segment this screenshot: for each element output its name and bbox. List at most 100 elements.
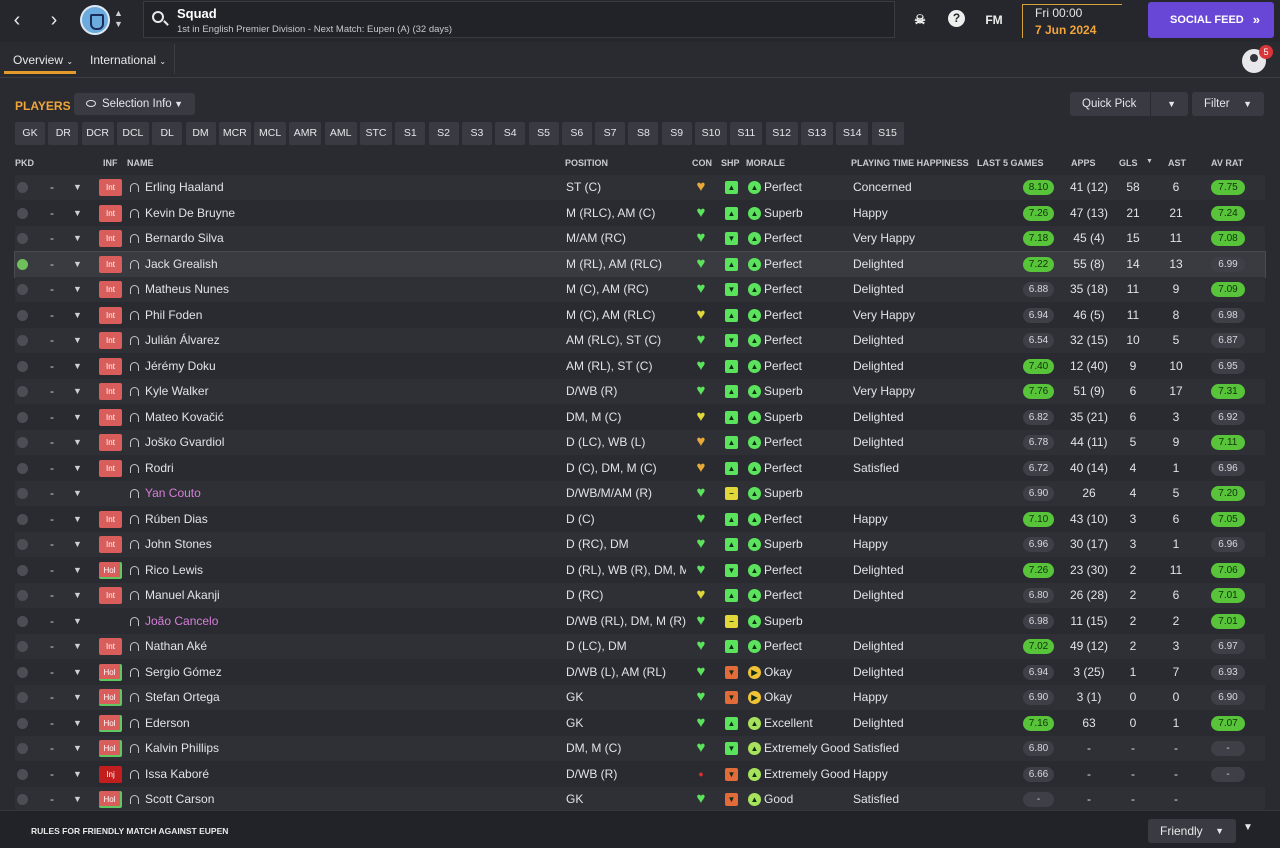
- picked-checkbox[interactable]: [17, 590, 28, 601]
- selection-placeholder[interactable]: -: [50, 282, 54, 296]
- player-name[interactable]: Ederson: [145, 715, 190, 730]
- col-morale[interactable]: MORALE: [746, 158, 785, 168]
- row-chevron-down-icon[interactable]: ▼: [73, 590, 82, 600]
- selection-placeholder[interactable]: -: [50, 639, 54, 653]
- row-chevron-down-icon[interactable]: ▼: [73, 743, 82, 753]
- player-name[interactable]: Jérémy Doku: [145, 358, 216, 373]
- col-gls[interactable]: GLS: [1119, 158, 1138, 168]
- search-box[interactable]: Squad 1st in English Premier Division - …: [143, 1, 895, 38]
- position-filter-s9[interactable]: S9: [661, 122, 692, 145]
- player-name[interactable]: Manuel Akanji: [145, 588, 220, 602]
- picked-checkbox[interactable]: [17, 207, 28, 219]
- col-ast[interactable]: AST: [1168, 158, 1186, 168]
- picked-checkbox[interactable]: [17, 692, 28, 703]
- position-filter-s4[interactable]: S4: [495, 122, 526, 145]
- social-feed-button[interactable]: SOCIAL FEED »: [1148, 2, 1274, 38]
- row-chevron-down-icon[interactable]: ▼: [73, 641, 82, 651]
- picked-checkbox[interactable]: [17, 743, 28, 754]
- position-filter-s12[interactable]: S12: [765, 122, 798, 145]
- row-chevron-down-icon[interactable]: ▼: [73, 488, 82, 498]
- row-chevron-down-icon[interactable]: ▼: [73, 717, 82, 728]
- picked-checkbox[interactable]: [17, 513, 28, 525]
- tab-international[interactable]: International ⌄: [90, 53, 167, 67]
- picked-checkbox[interactable]: [17, 411, 28, 423]
- skull-icon[interactable]: ☠: [914, 12, 926, 27]
- picked-checkbox[interactable]: [17, 386, 28, 397]
- selection-placeholder[interactable]: -: [50, 792, 54, 806]
- selection-placeholder[interactable]: -: [50, 409, 54, 424]
- picked-checkbox[interactable]: [17, 539, 28, 550]
- help-icon[interactable]: ?: [948, 10, 965, 27]
- table-row[interactable]: - ▼ Int Jérémy Doku AM (RL), ST (C) ♥ ▲ ▲ Perfec…: [15, 353, 1265, 379]
- selection-placeholder[interactable]: -: [50, 766, 54, 781]
- selection-placeholder[interactable]: -: [50, 435, 54, 449]
- picked-checkbox[interactable]: [17, 462, 28, 474]
- position-filter-aml[interactable]: AML: [324, 122, 357, 145]
- selection-placeholder[interactable]: -: [50, 180, 54, 194]
- selection-placeholder[interactable]: -: [50, 537, 54, 551]
- tab-overview[interactable]: Overview ⌄: [13, 53, 74, 67]
- player-name[interactable]: Bernardo Silva: [145, 231, 224, 245]
- position-filter-dr[interactable]: DR: [48, 122, 79, 145]
- table-row[interactable]: - ▼ Int Bernardo Silva M/AM (RC) ♥ ▼ ▲ Perfect Ve…: [15, 226, 1265, 251]
- expand-chevron-icon[interactable]: ▼: [1243, 822, 1253, 833]
- player-name[interactable]: Stefan Ortega: [145, 690, 220, 704]
- player-name[interactable]: Mateo Kovačić: [145, 409, 224, 424]
- player-name[interactable]: Joško Gvardiol: [145, 435, 225, 449]
- col-avrat[interactable]: AV RAT: [1211, 158, 1244, 168]
- player-name[interactable]: Rico Lewis: [145, 562, 204, 577]
- row-chevron-down-icon[interactable]: ▼: [73, 207, 82, 218]
- row-chevron-down-icon[interactable]: ▼: [73, 386, 82, 396]
- player-name[interactable]: Issa Kaboré: [145, 766, 210, 781]
- row-chevron-down-icon[interactable]: ▼: [73, 360, 82, 371]
- selection-placeholder[interactable]: -: [50, 715, 54, 730]
- row-chevron-down-icon[interactable]: ▼: [73, 666, 82, 677]
- selection-placeholder[interactable]: -: [50, 307, 54, 322]
- position-filter-mcr[interactable]: MCR: [218, 122, 251, 145]
- position-filter-s8[interactable]: S8: [628, 122, 659, 145]
- picked-checkbox[interactable]: [17, 437, 28, 448]
- picked-checkbox[interactable]: [17, 335, 28, 346]
- col-playing-time[interactable]: PLAYING TIME HAPPINESS: [851, 158, 969, 168]
- position-filter-s1[interactable]: S1: [395, 122, 426, 145]
- col-pkd[interactable]: PKD: [15, 158, 35, 168]
- row-chevron-down-icon[interactable]: ▼: [73, 564, 82, 575]
- table-row[interactable]: - ▼ Hol Stefan Ortega GK ♥ ▼ ▶ Okay Happy 6.90 3 (1…: [15, 685, 1265, 710]
- player-name[interactable]: Nathan Aké: [145, 639, 208, 653]
- picked-checkbox[interactable]: [17, 641, 28, 652]
- table-row[interactable]: - ▼ Int Rúben Dias D (C) ♥ ▲ ▲ Perfect Happy 7.10 4…: [15, 506, 1265, 532]
- row-chevron-down-icon[interactable]: ▼: [73, 182, 82, 192]
- selection-placeholder[interactable]: -: [50, 664, 54, 679]
- table-row[interactable]: - ▼ Hol Sergio Gómez D/WB (L), AM (RL) ♥ ▼ ▶ Oka…: [15, 659, 1265, 685]
- player-name[interactable]: Erling Haaland: [145, 180, 224, 194]
- player-name[interactable]: Phil Foden: [145, 307, 203, 322]
- position-filter-s14[interactable]: S14: [836, 122, 869, 145]
- picked-checkbox[interactable]: [17, 666, 28, 678]
- row-chevron-down-icon[interactable]: ▼: [73, 768, 82, 779]
- position-filter-s15[interactable]: S15: [871, 122, 904, 145]
- row-chevron-down-icon[interactable]: ▼: [73, 513, 82, 524]
- selection-placeholder[interactable]: -: [50, 460, 54, 475]
- table-row[interactable]: - ▼ Int John Stones D (RC), DM ♥ ▲ ▲ Superb Happy…: [15, 532, 1265, 557]
- position-filter-s11[interactable]: S11: [730, 122, 763, 145]
- selection-placeholder[interactable]: -: [50, 588, 54, 602]
- player-name[interactable]: Scott Carson: [145, 792, 215, 806]
- player-name[interactable]: John Stones: [145, 537, 212, 551]
- row-chevron-down-icon[interactable]: ▼: [73, 335, 82, 345]
- row-chevron-down-icon[interactable]: ▼: [73, 462, 82, 473]
- table-row[interactable]: - ▼ Int Mateo Kovačić DM, M (C) ♥ ▲ ▲ Superb Deli…: [15, 404, 1265, 430]
- row-chevron-down-icon[interactable]: ▼: [73, 258, 82, 269]
- player-name[interactable]: Jack Grealish: [145, 256, 218, 271]
- position-filter-s7[interactable]: S7: [595, 122, 626, 145]
- row-chevron-down-icon[interactable]: ▼: [73, 437, 82, 447]
- picked-checkbox[interactable]: [17, 488, 28, 499]
- position-filter-s3[interactable]: S3: [461, 122, 492, 145]
- selection-placeholder[interactable]: -: [50, 384, 54, 398]
- position-filter-dcl[interactable]: DCL: [116, 122, 149, 145]
- col-con[interactable]: CON: [692, 158, 712, 168]
- position-filter-stc[interactable]: STC: [360, 122, 392, 145]
- quick-pick-button[interactable]: Quick Pick ▼: [1070, 92, 1188, 116]
- col-last5[interactable]: LAST 5 GAMES: [977, 158, 1044, 168]
- position-filter-amr[interactable]: AMR: [289, 122, 322, 145]
- row-chevron-down-icon[interactable]: ▼: [73, 615, 82, 626]
